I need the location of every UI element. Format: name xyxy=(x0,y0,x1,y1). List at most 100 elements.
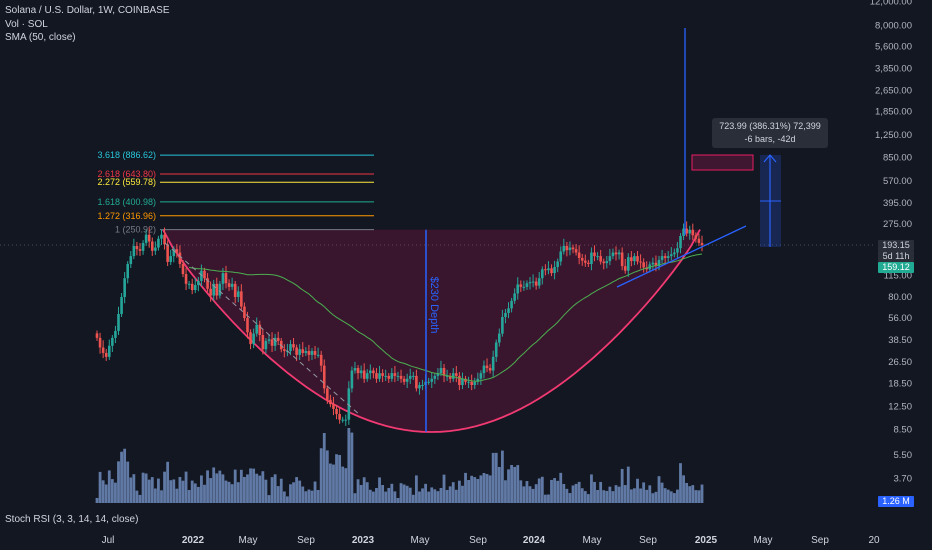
volume-bar xyxy=(187,490,191,503)
volume-bar xyxy=(307,489,311,503)
y-tick-label: 570.00 xyxy=(883,176,912,187)
volume-bar xyxy=(633,488,636,503)
y-tick-label: 395.00 xyxy=(883,198,912,209)
volume-bar xyxy=(700,484,704,503)
volume-bar xyxy=(282,491,286,503)
candle-body xyxy=(141,242,145,251)
candle-body xyxy=(507,308,510,313)
volume-bar xyxy=(304,491,308,503)
volume-bar xyxy=(543,494,547,503)
candle-body xyxy=(240,291,243,307)
volume-bar xyxy=(249,468,252,503)
volume-legend: Vol · SOL xyxy=(5,19,48,30)
volume-bar xyxy=(540,476,544,503)
volume-bar xyxy=(212,467,216,503)
volume-bar xyxy=(522,486,526,503)
volume-bar xyxy=(138,494,142,503)
candle-body xyxy=(332,404,335,409)
candle-body xyxy=(200,270,203,281)
volume-bar xyxy=(427,491,431,503)
candle-body xyxy=(255,324,258,334)
volume-bar xyxy=(396,498,400,503)
candle-body xyxy=(138,249,142,251)
volume-bar xyxy=(688,486,692,503)
volume-bar xyxy=(442,474,446,503)
candle-body xyxy=(393,373,397,376)
candle-body xyxy=(498,333,501,343)
candle-body xyxy=(166,244,169,262)
volume-bar xyxy=(169,480,173,503)
volume-bar xyxy=(470,475,474,503)
candle-body xyxy=(101,347,105,353)
volume-bar xyxy=(175,488,179,503)
descent-trendline xyxy=(164,242,361,416)
volume-bar xyxy=(230,484,234,503)
candle-body xyxy=(633,256,636,262)
candle-body xyxy=(95,333,99,338)
volume-bar xyxy=(375,488,378,503)
volume-bar xyxy=(325,450,329,503)
candle-body xyxy=(261,335,265,350)
volume-bar xyxy=(424,483,428,503)
y-tick-label: 38.50 xyxy=(888,335,912,346)
candle-body xyxy=(215,283,219,296)
volume-bar xyxy=(166,461,170,503)
fib-label: 2.618 (643.80) xyxy=(97,169,156,179)
volume-bar xyxy=(430,487,434,503)
volume-bar xyxy=(445,490,449,503)
volume-bar xyxy=(178,476,182,503)
candle-body xyxy=(405,378,409,382)
volume-bar xyxy=(639,488,642,503)
volume-bar xyxy=(685,482,689,503)
volume-bar xyxy=(626,466,630,503)
volume-bar xyxy=(657,476,661,503)
candle-body xyxy=(264,340,268,350)
volume-bars xyxy=(95,428,704,503)
volume-bar xyxy=(387,487,391,503)
volume-bar xyxy=(335,454,338,503)
volume-bar xyxy=(553,478,556,503)
candle-body xyxy=(304,351,308,353)
volume-bar xyxy=(378,477,381,503)
x-tick-label: May xyxy=(583,535,602,546)
candle-body xyxy=(448,375,452,379)
volume-bar xyxy=(270,477,274,503)
volume-bar xyxy=(95,498,99,503)
volume-bar xyxy=(648,485,652,503)
candle-body xyxy=(107,345,111,357)
volume-bar xyxy=(679,463,682,503)
x-tick-label: Jul xyxy=(102,535,115,546)
candle-body xyxy=(209,288,212,296)
candle-body xyxy=(111,337,114,346)
volume-bar xyxy=(494,452,498,503)
candle-body xyxy=(175,249,179,253)
volume-bar xyxy=(236,482,240,503)
x-tick-label: 2024 xyxy=(523,535,546,546)
volume-bar xyxy=(448,486,452,503)
volume-bar xyxy=(126,461,130,503)
candle-body xyxy=(378,373,381,379)
y-tick-label: 80.00 xyxy=(888,292,912,303)
volume-bar xyxy=(574,483,578,503)
volume-bar xyxy=(319,448,323,503)
volume-bar xyxy=(617,486,621,503)
candle-body xyxy=(571,247,575,250)
candle-body xyxy=(399,375,403,379)
candle-body xyxy=(464,378,467,382)
candle-body xyxy=(688,229,692,234)
candle-body xyxy=(289,344,292,352)
candle-body xyxy=(362,370,366,379)
volume-bar xyxy=(608,486,612,503)
candle-body xyxy=(660,256,664,260)
volume-bar xyxy=(141,472,145,503)
volume-bar xyxy=(120,451,123,503)
volume-bar xyxy=(276,486,280,503)
time-axis: Jul 2022 May Sep 2023 May Sep 2024 May Sep 2025 May… xyxy=(102,535,880,546)
volume-bar xyxy=(666,489,670,503)
volume-bar xyxy=(200,475,203,503)
candle-body xyxy=(427,381,430,383)
candle-body xyxy=(270,339,274,346)
volume-bar xyxy=(534,484,538,503)
candle-body xyxy=(513,293,516,301)
